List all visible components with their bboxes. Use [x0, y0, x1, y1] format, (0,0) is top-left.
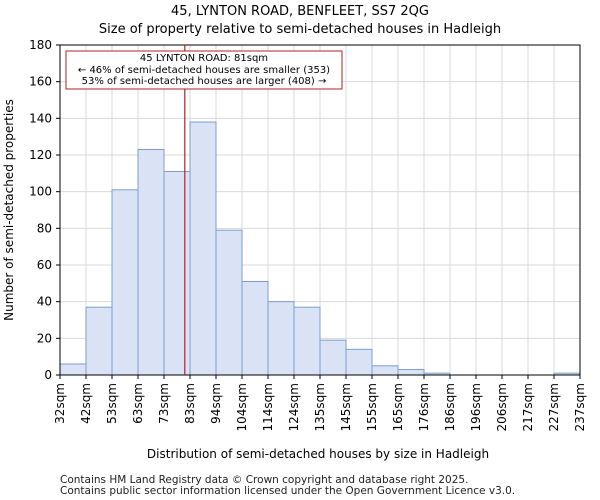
x-tick-label: 135sqm — [313, 383, 327, 431]
bar-145sqm — [345, 348, 373, 376]
x-tick-label: 42sqm — [79, 383, 93, 424]
y-tick-label: 100 — [29, 185, 52, 199]
bar-42sqm — [85, 306, 113, 376]
y-tick-label: 60 — [37, 258, 52, 272]
y-tick-label: 20 — [37, 331, 52, 345]
x-tick-label: 206sqm — [495, 383, 509, 431]
x-tick-labels: 32sqm 42sqm 53sqm 63sqm 73sqm 83sqm 94sqm 104sq… — [53, 375, 587, 431]
bar-73sqm — [163, 171, 191, 376]
x-tick-label: 155sqm — [365, 383, 379, 431]
y-tick-label: 0 — [44, 368, 52, 382]
x-tick-label: 104sqm — [235, 383, 249, 431]
bar-32sqm — [59, 363, 87, 376]
footer-licence: Contains public sector information licen… — [60, 485, 516, 497]
chart-subtitle: Size of property relative to semi-detach… — [98, 22, 502, 37]
x-tick-label: 63sqm — [131, 383, 145, 424]
annotation-line-1: 45 LYNTON ROAD: 81sqm — [140, 53, 268, 64]
bar-83sqm — [189, 121, 217, 376]
x-axis-label: Distribution of semi-detached houses by … — [147, 447, 489, 461]
title-block: 45, LYNTON ROAD, BENFLEET, SS7 2QG Size … — [0, 3, 600, 39]
x-tick-label: 83sqm — [183, 383, 197, 424]
property-marker: 45 LYNTON ROAD: 81sqm← 46% of semi-detac… — [65, 45, 343, 375]
x-tick-label: 227sqm — [547, 383, 561, 431]
x-tick-label: 32sqm — [53, 383, 67, 424]
bar-104sqm — [241, 281, 269, 376]
x-tick-label: 53sqm — [105, 383, 119, 424]
bar-53sqm — [111, 189, 139, 376]
bar-114sqm — [267, 301, 295, 376]
y-tick-label: 160 — [29, 75, 52, 89]
x-tick-label: 124sqm — [287, 383, 301, 431]
x-tick-label: 217sqm — [521, 383, 535, 431]
bar-165sqm — [397, 369, 425, 376]
y-tick-label: 120 — [29, 148, 52, 162]
x-tick-label: 73sqm — [157, 383, 171, 424]
bar-155sqm — [371, 365, 399, 376]
x-tick-label: 145sqm — [339, 383, 353, 431]
annotation-line-3: 53% of semi-detached houses are larger (… — [82, 76, 327, 87]
bar-63sqm — [137, 149, 165, 376]
x-tick-label: 176sqm — [417, 383, 431, 431]
footer-copyright: Contains HM Land Registry data © Crown c… — [60, 474, 469, 486]
y-axis-label: Number of semi-detached properties — [2, 99, 16, 321]
y-tick-label: 80 — [37, 221, 52, 235]
bar-124sqm — [293, 306, 321, 376]
annotation-line-2: ← 46% of semi-detached houses are smalle… — [78, 65, 330, 76]
annotation-box — [65, 50, 343, 90]
y-tick-label: 40 — [37, 295, 52, 309]
bar-94sqm — [215, 229, 243, 376]
x-tick-label: 186sqm — [443, 383, 457, 431]
x-tick-label: 165sqm — [391, 383, 405, 431]
bars — [59, 121, 581, 376]
x-tick-label: 94sqm — [209, 383, 223, 424]
bar-135sqm — [319, 339, 347, 376]
chart-title: 45, LYNTON ROAD, BENFLEET, SS7 2QG — [171, 4, 429, 19]
y-tick-label: 140 — [29, 111, 52, 125]
x-tick-label: 237sqm — [573, 383, 587, 431]
y-tick-labels: 0 20 40 60 80 100 120 140 160 180 — [29, 38, 60, 382]
y-tick-label: 180 — [29, 38, 52, 52]
x-tick-label: 114sqm — [261, 383, 275, 431]
x-tick-label: 196sqm — [469, 383, 483, 431]
